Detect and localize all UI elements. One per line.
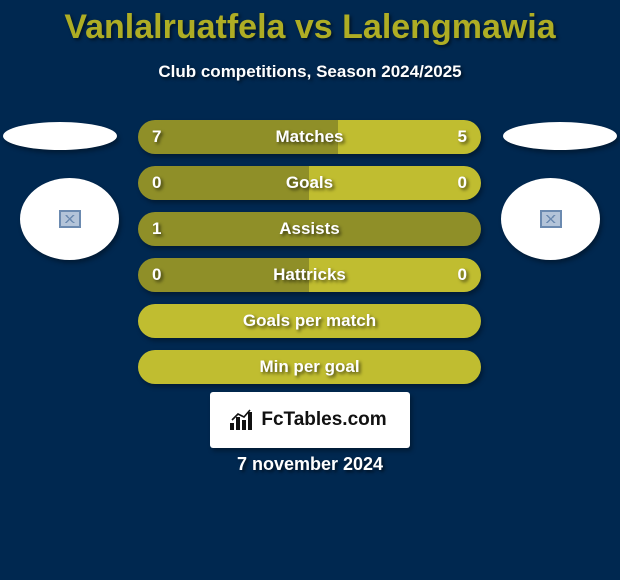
fctables-logo-box: FcTables.com xyxy=(210,392,410,448)
bar-fill-right xyxy=(138,350,481,384)
bar-fill-left xyxy=(138,212,481,246)
stat-left-value: 7 xyxy=(152,120,161,154)
bars-icon xyxy=(229,409,255,431)
stat-row: Min per goal xyxy=(138,350,481,384)
stat-right-value: 0 xyxy=(458,258,467,292)
left-team-logo-circle xyxy=(20,178,119,260)
subtitle: Club competitions, Season 2024/2025 xyxy=(0,62,620,82)
stats-bars: Matches75Goals00Assists1Hattricks00Goals… xyxy=(138,120,481,396)
image-placeholder-icon xyxy=(540,210,562,228)
right-team-ellipse xyxy=(503,122,617,150)
left-team-ellipse xyxy=(3,122,117,150)
bar-fill-right xyxy=(138,304,481,338)
date-label: 7 november 2024 xyxy=(0,454,620,475)
bar-fill-right xyxy=(309,258,481,292)
bar-fill-left xyxy=(138,166,309,200)
logo-text: FcTables.com xyxy=(261,409,386,431)
right-team-logo-circle xyxy=(501,178,600,260)
page-title: Vanlalruatfela vs Lalengmawia xyxy=(0,8,620,47)
stat-row: Goals per match xyxy=(138,304,481,338)
stat-right-value: 0 xyxy=(458,166,467,200)
stat-left-value: 0 xyxy=(152,166,161,200)
stat-row: Matches75 xyxy=(138,120,481,154)
stat-left-value: 1 xyxy=(152,212,161,246)
image-placeholder-icon xyxy=(59,210,81,228)
bar-fill-right xyxy=(309,166,481,200)
stat-left-value: 0 xyxy=(152,258,161,292)
stat-row: Goals00 xyxy=(138,166,481,200)
stat-row: Assists1 xyxy=(138,212,481,246)
stat-row: Hattricks00 xyxy=(138,258,481,292)
stat-right-value: 5 xyxy=(458,120,467,154)
bar-fill-left xyxy=(138,120,338,154)
bar-fill-left xyxy=(138,258,309,292)
